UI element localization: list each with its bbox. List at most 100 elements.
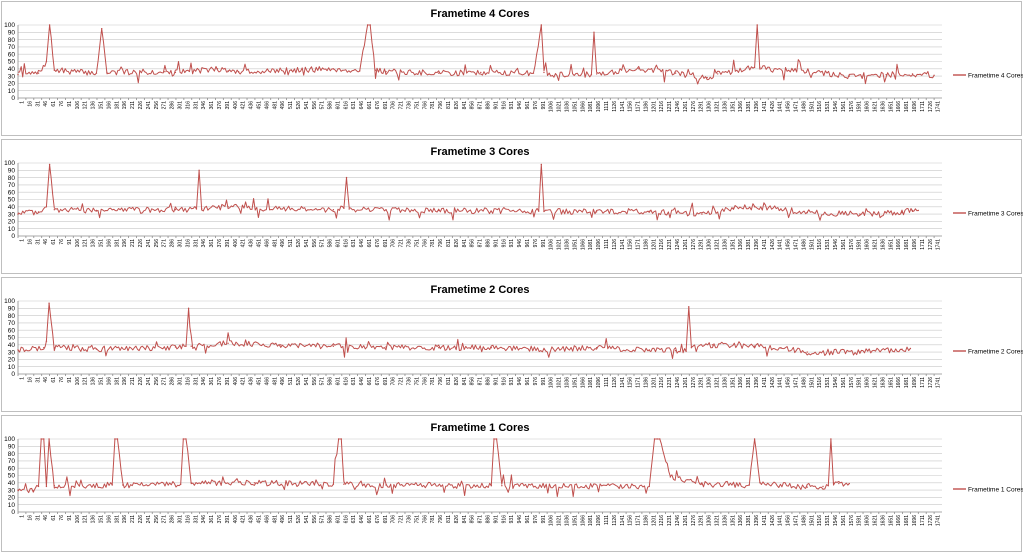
x-tick-label: 631 [351,377,357,386]
x-tick-label: 331 [193,515,199,524]
y-tick-label: 10 [8,88,16,95]
y-tick-label: 90 [8,30,16,37]
x-tick-label: 91 [67,515,73,521]
x-tick-label: 1171 [636,515,642,526]
x-tick-label: 196 [122,377,128,386]
x-tick-label: 661 [367,239,373,248]
x-tick-label: 421 [241,101,247,110]
x-tick-label: 946 [517,239,523,248]
x-tick-label: 841 [462,377,468,386]
data-point [385,209,387,211]
x-tick-label: 1636 [880,239,886,250]
x-tick-label: 391 [225,101,231,110]
data-point [848,482,851,485]
data-point [495,438,498,440]
x-tick-label: 301 [177,239,183,248]
x-tick-label: 676 [375,377,381,386]
x-tick-label: 556 [312,377,318,386]
x-tick-label: 1321 [715,377,721,388]
x-tick-label: 1096 [596,101,602,112]
x-tick-label: 1141 [620,101,626,112]
x-tick-label: 1531 [825,377,831,388]
y-tick-label: 80 [8,313,16,320]
x-tick-label: 1096 [596,515,602,526]
x-tick-label: 151 [99,377,105,386]
data-point [859,213,861,215]
data-point [48,24,51,26]
data-point [374,69,377,71]
x-tick-label: 571 [320,239,326,248]
x-tick-label: 1156 [628,101,634,112]
data-point [748,484,751,486]
x-tick-label: 751 [414,101,420,110]
data-point [195,208,198,210]
x-tick-label: 1666 [896,515,902,526]
x-tick-label: 1246 [675,515,681,526]
x-tick-label: 1456 [786,377,792,388]
x-tick-label: 286 [170,377,176,386]
y-tick-label: 0 [11,509,15,516]
data-point [806,486,808,488]
x-tick-label: 436 [249,101,255,110]
x-tick-label: 1081 [588,239,594,250]
x-tick-label: 91 [67,101,73,107]
data-point [187,307,190,309]
y-tick-label: 50 [8,335,16,342]
series-line-1 [17,24,935,85]
x-tick-label: 1531 [825,515,831,526]
x-tick-label: 331 [193,101,199,110]
x-tick-label: 166 [106,101,112,110]
x-tick-label: 451 [256,515,262,524]
data-point [540,24,543,26]
chart-title: Frametime 3 Cores [430,146,529,158]
x-tick-label: 1081 [588,515,594,526]
x-tick-label: 1066 [580,377,586,388]
x-tick-label: 1021 [557,239,563,250]
x-tick-label: 916 [501,515,507,524]
x-tick-label: 466 [264,101,270,110]
x-tick-label: 511 [288,515,294,523]
x-tick-label: 766 [422,377,428,386]
x-tick-label: 1261 [683,515,689,526]
data-point [674,72,677,74]
x-tick-label: 121 [83,515,89,524]
data-point [901,211,903,214]
x-tick-label: 151 [99,239,105,248]
data-point [95,209,98,212]
x-tick-label: 1696 [912,515,918,526]
x-tick-label: 1336 [722,515,728,526]
x-tick-label: 241 [146,515,152,524]
x-tick-label: 526 [296,239,302,248]
x-tick-label: 526 [296,377,302,386]
y-tick-label: 0 [11,95,15,102]
x-tick-label: 976 [533,377,539,386]
x-tick-label: 1741 [936,377,942,388]
data-point [688,306,690,308]
data-point [345,176,348,179]
x-tick-label: 1261 [683,101,689,112]
x-tick-label: 1111 [604,515,610,525]
x-tick-label: 166 [106,377,112,386]
x-tick-label: 1201 [651,239,657,250]
x-tick-label: 1726 [928,239,934,250]
x-tick-label: 136 [91,239,97,248]
x-tick-label: 1216 [659,515,665,526]
x-tick-label: 451 [256,377,262,386]
data-point [280,208,282,210]
y-tick-label: 90 [8,306,16,313]
x-tick-label: 1441 [778,239,784,250]
data-point [806,351,808,353]
x-tick-label: 1546 [833,515,839,526]
x-tick-label: 1576 [849,515,855,526]
data-point [901,348,903,350]
x-tick-label: 631 [351,239,357,248]
x-tick-label: 1231 [667,515,673,526]
x-tick-label: 571 [320,515,326,524]
y-tick-label: 60 [8,189,16,196]
y-tick-label: 20 [8,219,16,226]
x-tick-label: 1231 [667,377,673,388]
x-tick-label: 451 [256,101,262,110]
y-tick-label: 10 [8,226,16,233]
x-tick-label: 616 [343,377,349,386]
data-point [933,74,935,77]
